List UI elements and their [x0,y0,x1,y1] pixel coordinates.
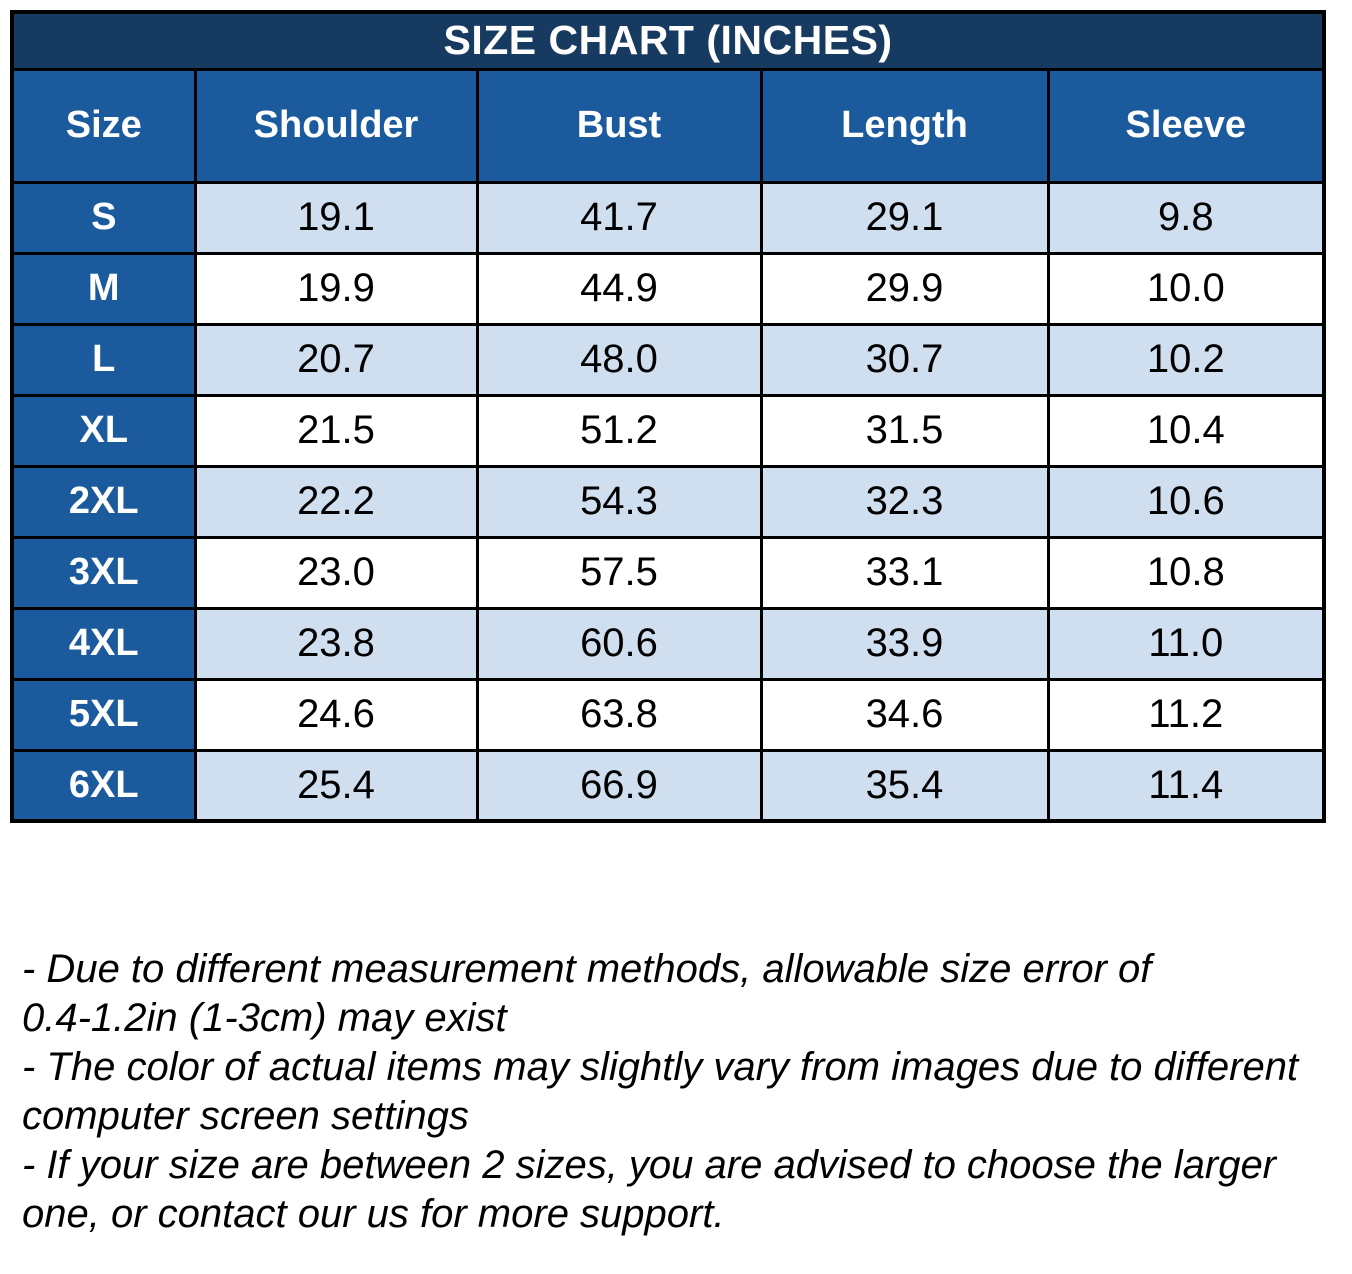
length-value-cell: 33.1 [759,535,1050,610]
sleeve-value-cell: 10.2 [1046,322,1326,397]
shoulder-value-cell: 22.2 [193,464,479,539]
table-row: S 19.1 41.7 29.1 9.8 [10,180,1326,255]
length-value-cell: 31.5 [759,393,1050,468]
note-line: computer screen settings [22,1094,469,1138]
length-value-cell: 35.4 [759,748,1050,823]
note-line: - The color of actual items may slightly… [22,1045,1299,1089]
table-row: 6XL 25.4 66.9 35.4 11.4 [10,748,1326,823]
bust-value-cell: 63.8 [475,677,763,752]
length-value-cell: 30.7 [759,322,1050,397]
size-label-cell: 4XL [10,606,197,681]
table-row: L 20.7 48.0 30.7 10.2 [10,322,1326,397]
bust-value-cell: 51.2 [475,393,763,468]
table-title: SIZE CHART (INCHES) [10,10,1326,71]
size-label-cell: 6XL [10,748,197,823]
shoulder-value-cell: 24.6 [193,677,479,752]
bust-value-cell: 48.0 [475,322,763,397]
bust-value-cell: 44.9 [475,251,763,326]
size-chart-table: SIZE CHART (INCHES) Size Shoulder Bust L… [10,10,1327,823]
size-label-cell: M [10,251,197,326]
header-row: Size Shoulder Bust Length Sleeve [10,67,1326,184]
sleeve-value-cell: 9.8 [1046,180,1326,255]
sleeve-value-cell: 10.6 [1046,464,1326,539]
note-line: - If your size are between 2 sizes, you … [22,1143,1277,1187]
bust-value-cell: 57.5 [475,535,763,610]
note-line: 0.4-1.2in (1-3cm) may exist [22,996,507,1040]
column-header-shoulder: Shoulder [193,67,479,184]
shoulder-value-cell: 19.9 [193,251,479,326]
bust-value-cell: 41.7 [475,180,763,255]
table-row: XL 21.5 51.2 31.5 10.4 [10,393,1326,468]
column-header-sleeve: Sleeve [1046,67,1326,184]
shoulder-value-cell: 19.1 [193,180,479,255]
sleeve-value-cell: 11.0 [1046,606,1326,681]
size-notes: - Due to different measurement methods, … [10,945,1342,1239]
note-line: one, or contact our us for more support. [22,1192,725,1236]
table-row: 4XL 23.8 60.6 33.9 11.0 [10,606,1326,681]
table-row: 2XL 22.2 54.3 32.3 10.6 [10,464,1326,539]
note-line: - Due to different measurement methods, … [22,947,1152,991]
size-label-cell: S [10,180,197,255]
size-label-cell: L [10,322,197,397]
page: SIZE CHART (INCHES) Size Shoulder Bust L… [10,10,1342,1239]
length-value-cell: 33.9 [759,606,1050,681]
table-row: 5XL 24.6 63.8 34.6 11.2 [10,677,1326,752]
table-row: 3XL 23.0 57.5 33.1 10.8 [10,535,1326,610]
size-label-cell: XL [10,393,197,468]
shoulder-value-cell: 25.4 [193,748,479,823]
table-row: M 19.9 44.9 29.9 10.0 [10,251,1326,326]
column-header-size: Size [10,67,197,184]
sleeve-value-cell: 10.8 [1046,535,1326,610]
size-rows-body: S 19.1 41.7 29.1 9.8 M 19.9 44.9 29.9 10.0 L 20.7 48… [10,180,1326,823]
size-label-cell: 5XL [10,677,197,752]
bust-value-cell: 54.3 [475,464,763,539]
sleeve-value-cell: 10.0 [1046,251,1326,326]
title-row: SIZE CHART (INCHES) [10,10,1326,71]
shoulder-value-cell: 23.8 [193,606,479,681]
bust-value-cell: 66.9 [475,748,763,823]
size-label-cell: 3XL [10,535,197,610]
sleeve-value-cell: 11.2 [1046,677,1326,752]
column-header-length: Length [759,67,1050,184]
size-label-cell: 2XL [10,464,197,539]
shoulder-value-cell: 23.0 [193,535,479,610]
shoulder-value-cell: 21.5 [193,393,479,468]
shoulder-value-cell: 20.7 [193,322,479,397]
bust-value-cell: 60.6 [475,606,763,681]
column-header-bust: Bust [475,67,763,184]
length-value-cell: 34.6 [759,677,1050,752]
length-value-cell: 29.9 [759,251,1050,326]
length-value-cell: 29.1 [759,180,1050,255]
length-value-cell: 32.3 [759,464,1050,539]
sleeve-value-cell: 10.4 [1046,393,1326,468]
sleeve-value-cell: 11.4 [1046,748,1326,823]
